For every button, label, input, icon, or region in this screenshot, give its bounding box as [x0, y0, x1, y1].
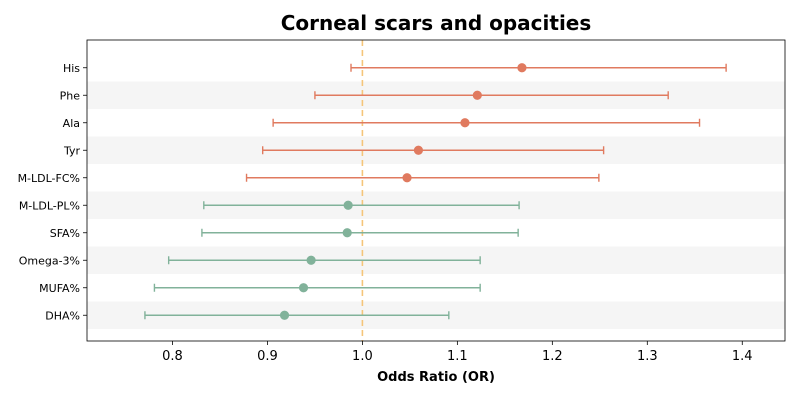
- y-tick-label: His: [63, 62, 80, 75]
- chart-title: Corneal scars and opacities: [281, 11, 592, 35]
- or-point: [472, 90, 482, 100]
- x-axis-label: Odds Ratio (OR): [377, 370, 495, 385]
- y-axis: His Phe Ala Tyr M-LDL-FC% M-LDL-PL% SFA% Omega-…: [18, 62, 87, 322]
- or-point: [342, 228, 352, 238]
- or-point: [279, 310, 290, 320]
- or-point: [517, 63, 527, 73]
- or-point: [413, 145, 424, 155]
- y-tick-label: MUFA%: [39, 282, 80, 295]
- data-marks: [144, 63, 727, 320]
- y-tick-label: SFA%: [50, 227, 80, 240]
- x-tick-label: 0.9: [257, 349, 278, 364]
- or-point: [343, 200, 353, 210]
- x-tick-label: 1.1: [447, 349, 468, 364]
- x-tick-label: 1.4: [732, 349, 753, 364]
- y-tick-label: Tyr: [63, 144, 81, 157]
- or-point: [298, 283, 309, 293]
- y-tick-label: DHA%: [45, 309, 80, 322]
- or-point: [460, 118, 470, 128]
- x-tick-label: 1.2: [542, 349, 563, 364]
- or-point: [306, 255, 316, 265]
- or-point: [402, 173, 412, 183]
- y-tick-label: Omega-3%: [19, 254, 80, 267]
- x-tick-label: 1.0: [352, 349, 373, 364]
- x-tick-label: 1.3: [637, 349, 658, 364]
- y-tick-label: M-LDL-PL%: [19, 199, 80, 212]
- y-tick-label: Phe: [60, 89, 81, 102]
- y-tick-label: Ala: [63, 117, 80, 130]
- x-axis: 0.8 0.9 1.0 1.1 1.2 1.3 1.4: [162, 341, 753, 364]
- plot-frame: [86, 39, 786, 342]
- y-tick-label: M-LDL-FC%: [18, 172, 80, 185]
- x-tick-label: 0.8: [162, 349, 183, 364]
